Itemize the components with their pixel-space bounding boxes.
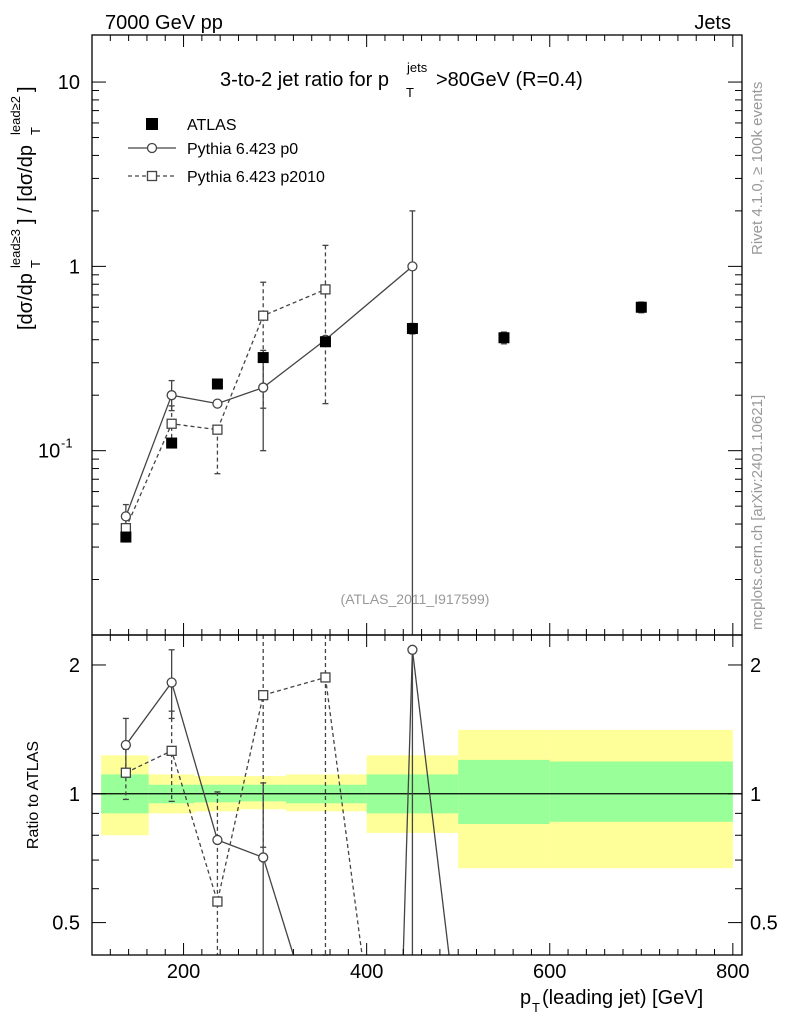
x-axis-label: p T (leading jet) [GeV] [520, 987, 703, 1015]
svg-text:T: T [28, 260, 43, 268]
uncertainty-bands [101, 729, 733, 869]
svg-text:lead≥2: lead≥2 [8, 96, 23, 135]
axes-frames [91, 34, 743, 956]
svg-text:3-to-2 jet ratio for p: 3-to-2 jet ratio for p [220, 69, 389, 91]
y-tick-label-ratio-right: 1 [750, 784, 761, 806]
axis-ticks [91, 35, 742, 955]
green-band [549, 761, 733, 822]
svg-text:] / [dσ/dp: ] / [dσ/dp [15, 145, 37, 224]
svg-text:T: T [28, 127, 43, 135]
category-label: Jets [694, 12, 731, 34]
p2010-point [166, 418, 177, 429]
x-tick-label: 400 [350, 961, 383, 983]
atlas-point [120, 531, 132, 543]
p2010-point [258, 310, 269, 321]
p0-ratio-point [407, 644, 418, 655]
atlas-point [319, 336, 331, 348]
legend-label-p2010: Pythia 6.423 p2010 [187, 169, 325, 186]
svg-text:[dσ/dp: [dσ/dp [15, 273, 37, 330]
ratio-series [120, 635, 450, 956]
p0-ratio-offscale [262, 857, 295, 956]
p0-ratio-point [258, 852, 269, 863]
p0-point [407, 261, 418, 272]
y-tick-label-ratio-right: 0.5 [750, 913, 778, 935]
p0-ratio-line [125, 681, 264, 859]
p0-point [166, 390, 177, 401]
p2010-ratio-offscale [324, 677, 363, 956]
legend-label-atlas: ATLAS [187, 117, 237, 134]
y-axis-label-ratio: Ratio to ATLAS [25, 741, 42, 849]
p2010-ratio-point [258, 690, 269, 701]
p0-ratio-point [166, 677, 177, 688]
legend-marker-p2010 [146, 170, 158, 182]
y-tick-label-main-exponent: -1 [61, 436, 73, 451]
y-tick-label-ratio: 0.5 [52, 913, 80, 935]
legend-marker-atlas [146, 118, 158, 130]
legend-marker-p0 [146, 142, 158, 154]
svg-text:T: T [406, 85, 414, 100]
svg-text:lead≥3: lead≥3 [8, 229, 23, 268]
p2010-ratio-point [320, 672, 331, 683]
svg-text:(leading jet) [GeV]: (leading jet) [GeV] [542, 987, 703, 1009]
main-series [120, 210, 647, 635]
atlas-point [211, 378, 223, 390]
mcplots-label: mcplots.cern.ch [arXiv:2401.10621] [749, 395, 766, 630]
svg-text:jets: jets [406, 60, 428, 75]
p0-ratio-offscale [411, 649, 450, 956]
legend-label-p0: Pythia 6.423 p0 [187, 141, 298, 158]
x-tick-label: 200 [167, 961, 200, 983]
atlas-point [406, 323, 418, 335]
y-tick-label-main: 10 [38, 441, 60, 463]
p0-point [258, 382, 269, 393]
y-axis-label-main: [dσ/dp T lead≥3 ] / [dσ/dp T lead≥2 ] [8, 86, 43, 330]
atlas-point [166, 437, 178, 449]
energy-label: 7000 GeV pp [105, 12, 223, 34]
p2010-point [120, 522, 132, 534]
p2010-point [212, 424, 223, 435]
x-tick-label: 600 [533, 961, 566, 983]
y-tick-label-main: 10 [58, 72, 80, 94]
p2010-ratio-point [120, 767, 132, 778]
p0-line [125, 265, 413, 517]
y-tick-label-main: 1 [69, 256, 80, 278]
y-tick-label-ratio-right: 2 [750, 655, 761, 677]
atlas-point [635, 301, 647, 313]
svg-text:p: p [520, 987, 531, 1009]
p0-point [120, 511, 132, 522]
atlas-point [257, 352, 269, 364]
svg-text:T: T [532, 1000, 540, 1015]
x-tick-label: 800 [716, 961, 749, 983]
rivet-label: Rivet 4.1.0, ≥ 100k events [749, 82, 766, 255]
atlas-point [498, 332, 510, 344]
p0-ratio-point [120, 739, 132, 751]
p2010-line [125, 288, 326, 529]
svg-text:]: ] [15, 86, 37, 92]
p2010-point [320, 284, 331, 295]
p0-ratio-offscale [402, 649, 414, 956]
green-band [458, 759, 550, 824]
p0-ratio-point [212, 834, 223, 846]
p0-point [212, 398, 223, 409]
analysis-id: (ATLAS_2011_I917599) [341, 591, 490, 607]
chart-title: 3-to-2 jet ratio for p jets T >80GeV (R=… [220, 60, 583, 100]
y-tick-label-ratio: 2 [69, 655, 80, 677]
y-tick-label-ratio: 1 [69, 784, 80, 806]
p2010-ratio-line [125, 676, 326, 905]
legend: ATLAS Pythia 6.423 p0 Pythia 6.423 p2010 [128, 117, 325, 186]
p2010-ratio-point [166, 745, 177, 756]
svg-text:>80GeV (R=0.4): >80GeV (R=0.4) [436, 69, 583, 91]
p2010-ratio-point [212, 896, 223, 907]
ratio-frame [91, 634, 743, 956]
